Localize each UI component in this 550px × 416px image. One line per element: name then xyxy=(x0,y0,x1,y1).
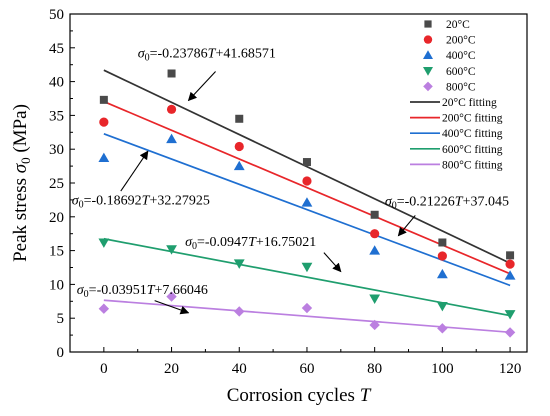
legend-label: 20°C xyxy=(446,19,470,31)
legend-label: 200°C xyxy=(446,35,476,47)
legend-label: 600°C fitting xyxy=(442,144,503,156)
x-tick-label: 40 xyxy=(232,361,247,377)
data-point xyxy=(233,259,245,269)
data-point xyxy=(506,251,515,260)
data-point xyxy=(166,245,177,255)
y-tick-label: 45 xyxy=(49,41,64,57)
data-point xyxy=(98,303,110,314)
data-point xyxy=(166,104,177,114)
annotation-arrow xyxy=(120,150,149,192)
x-tick-label: 20 xyxy=(164,361,179,377)
y-tick-label: 20 xyxy=(49,210,64,226)
fit-equation-label: σ0=-0.03951T+7.66046 xyxy=(77,283,208,300)
data-point xyxy=(234,141,244,152)
data-point xyxy=(438,238,447,247)
data-point xyxy=(301,302,313,314)
y-tick-label: 5 xyxy=(57,311,65,327)
y-tick-label: 50 xyxy=(49,7,64,23)
y-tick-label: 0 xyxy=(57,345,65,361)
data-points xyxy=(98,69,516,338)
data-point xyxy=(166,133,177,144)
y-tick-label: 40 xyxy=(49,75,64,91)
data-point xyxy=(437,251,447,261)
data-point xyxy=(98,238,110,248)
legend-marker xyxy=(423,35,433,44)
legend-label: 400°C xyxy=(446,50,476,62)
data-point xyxy=(234,306,245,317)
legend-label: 20°C fitting xyxy=(442,97,497,109)
legend-marker xyxy=(423,81,433,92)
data-point xyxy=(370,229,380,239)
fit-equation-label: σ0=-0.0947T+16.75021 xyxy=(185,235,316,252)
x-axis-title: Corrosion cycles T xyxy=(227,385,372,406)
legend-marker xyxy=(423,50,433,59)
data-point xyxy=(235,114,244,123)
annotation-arrow xyxy=(323,252,342,273)
x-tick-label: 100 xyxy=(431,361,454,377)
fit-line xyxy=(103,69,511,264)
legend-label: 800°C fitting xyxy=(442,159,503,171)
y-axis: 0 5 10 15 20 25 30 35 40 45 50 xyxy=(49,7,75,361)
data-point xyxy=(99,117,109,127)
data-point xyxy=(167,69,176,78)
x-tick-label: 0 xyxy=(100,361,108,377)
data-point xyxy=(437,323,448,334)
fit-equation-label: σ0=-0.23786T+41.68571 xyxy=(138,46,276,63)
y-tick-label: 35 xyxy=(49,108,64,124)
data-point xyxy=(166,291,177,302)
data-point xyxy=(98,152,110,163)
legend-marker xyxy=(423,67,433,76)
data-point xyxy=(504,270,516,280)
x-tick-label: 80 xyxy=(367,361,382,377)
fit-equation-label: σ0=-0.21226T+37.045 xyxy=(385,194,509,211)
data-point xyxy=(504,310,516,320)
x-axis: 0 20 40 60 80 100 120 xyxy=(100,347,521,377)
data-point xyxy=(369,245,381,255)
data-point xyxy=(505,259,515,269)
data-point xyxy=(369,294,381,304)
legend-label: 800°C xyxy=(446,81,476,93)
y-tick-label: 15 xyxy=(49,244,64,260)
legend-label: 400°C fitting xyxy=(442,128,503,140)
data-point xyxy=(301,197,313,207)
data-point xyxy=(301,262,313,273)
data-point xyxy=(369,319,380,331)
legend-label: 600°C xyxy=(446,66,476,78)
data-point xyxy=(233,160,245,171)
annotation-arrow xyxy=(154,300,190,315)
data-point xyxy=(302,158,311,167)
data-point xyxy=(302,176,312,186)
x-tick-label: 120 xyxy=(499,361,522,377)
data-point xyxy=(436,268,448,279)
legend-label: 200°C fitting xyxy=(442,113,503,125)
plot-area-frame xyxy=(69,13,528,353)
y-tick-label: 30 xyxy=(49,142,64,158)
fit-annotations: σ0=-0.23786T+41.68571 σ0=-0.21226T+37.045… xyxy=(72,46,509,315)
x-tick-label: 60 xyxy=(299,361,314,377)
y-axis-title: Peak stress σ0 (MPa) xyxy=(10,104,33,262)
data-point xyxy=(504,327,516,338)
fit-equation-label: σ0=-0.18692T+32.27925 xyxy=(72,194,210,211)
y-tick-label: 10 xyxy=(49,277,64,293)
y-tick-label: 25 xyxy=(49,176,64,192)
legend: 20°C 200°C 400°C 600°C 800°C 20°C fitting 200°… xyxy=(410,19,503,171)
data-point xyxy=(99,95,108,104)
annotation-arrow xyxy=(397,215,416,237)
data-point xyxy=(436,301,448,312)
annotation-arrow xyxy=(187,71,216,102)
legend-marker xyxy=(424,20,432,28)
data-point xyxy=(370,210,379,219)
